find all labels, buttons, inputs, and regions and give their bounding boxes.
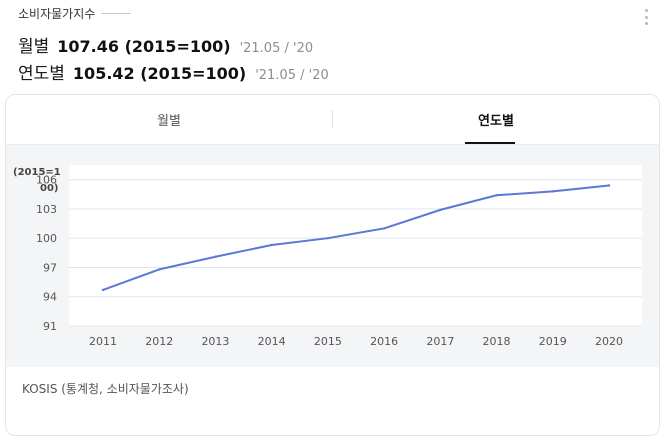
data-point-2014[interactable]	[270, 243, 273, 247]
x-tick-label: 2017	[426, 335, 454, 348]
grid-lines	[69, 165, 642, 327]
y-tick-label: 106	[36, 174, 57, 187]
active-tab-indicator	[465, 142, 515, 144]
yearly-label: 연도별	[18, 64, 65, 84]
title-divider	[101, 12, 132, 14]
data-point-2012[interactable]	[158, 268, 161, 271]
y-axis-unit-line1: (2015=1	[13, 167, 61, 178]
x-tick-label: 2012	[145, 335, 173, 348]
line-chart: 91 94 97 100 103 106 2011 2012 2013 2014 2015 2016…	[13, 165, 642, 348]
data-point-2018[interactable]	[495, 194, 498, 197]
series-group	[101, 184, 611, 292]
y-axis-unit-line2: 00)	[40, 183, 59, 194]
x-tick-label: 2013	[201, 335, 229, 348]
monthly-period: '21.05 / '20	[239, 41, 314, 56]
y-tick-label: 97	[43, 261, 57, 274]
y-tick-label: 94	[43, 291, 57, 304]
y-axis-labels: 91 94 97 100 103 106	[36, 174, 57, 333]
x-tick-label: 2011	[89, 335, 117, 348]
yearly-value: 105.42 (2015=100)	[72, 64, 247, 83]
data-point-2013[interactable]	[214, 255, 217, 258]
data-point-2020[interactable]	[607, 184, 611, 187]
data-point-2017[interactable]	[439, 208, 442, 212]
y-tick-label: 103	[36, 203, 57, 216]
plot-background	[69, 165, 642, 326]
data-point-2011[interactable]	[101, 288, 105, 292]
tab-monthly[interactable]: 월별	[157, 114, 181, 129]
x-axis-labels: 2011 2012 2013 2014 2015 2016 2017 2018 2019 2020	[89, 335, 623, 348]
chart-area: 91 94 97 100 103 106 2011 2012 2013 2014 2015 2016…	[6, 145, 659, 367]
data-point-2019[interactable]	[551, 190, 554, 193]
monthly-stat-row: 월별 107.46 (2015=100) '21.05 / '20	[18, 32, 313, 57]
data-point-2015[interactable]	[326, 236, 330, 240]
stat-header: 소비자물가지수 월별 107.46 (2015=100) '21.05 / '2…	[18, 6, 664, 92]
more-options-icon[interactable]	[644, 9, 648, 25]
series-line	[102, 184, 610, 291]
monthly-label: 월별	[18, 37, 50, 57]
chart-card: 월별 연도별 91 94 97 100 103 106 2011 2012 2013 2014 2…	[5, 94, 660, 436]
data-point-2016[interactable]	[382, 227, 386, 230]
x-tick-label: 2020	[595, 335, 623, 348]
stat-title: 소비자물가지수	[18, 6, 96, 21]
y-tick-label: 100	[36, 232, 57, 245]
tab-yearly[interactable]: 연도별	[478, 114, 514, 129]
yearly-period: '21.05 / '20	[255, 68, 329, 83]
monthly-value: 107.46 (2015=100)	[57, 37, 231, 56]
x-tick-label: 2014	[258, 335, 286, 348]
yearly-stat-row: 연도별 105.42 (2015=100) '21.05 / '20	[18, 59, 329, 84]
tab-divider	[332, 110, 333, 128]
x-tick-label: 2019	[539, 335, 567, 348]
source-text: KOSIS (통계청, 소비자물가조사)	[22, 382, 189, 396]
title-row: 소비자물가지수	[18, 6, 132, 21]
y-tick-label: 91	[43, 320, 57, 333]
x-tick-label: 2015	[314, 335, 342, 348]
period-tabs: 월별 연도별	[6, 95, 659, 145]
x-tick-label: 2018	[483, 335, 511, 348]
x-tick-label: 2016	[370, 335, 398, 348]
